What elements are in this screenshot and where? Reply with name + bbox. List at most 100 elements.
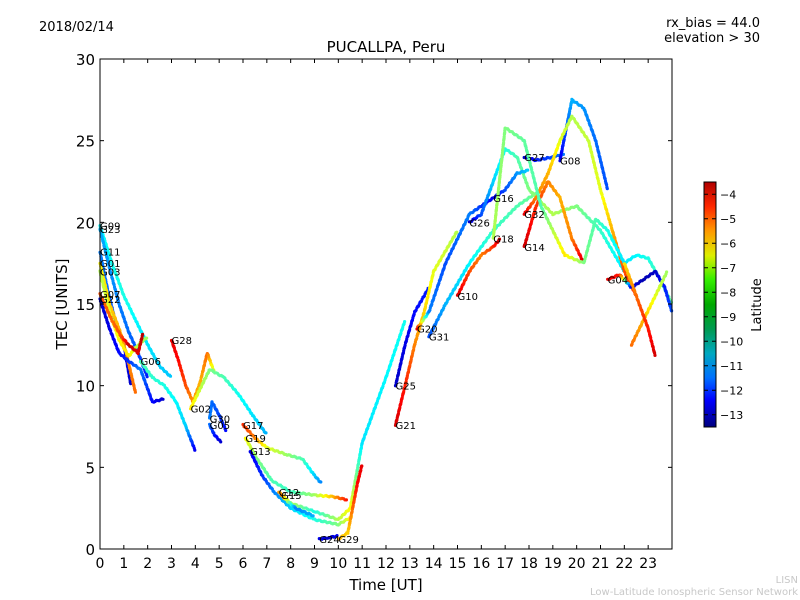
series-G24 — [317, 534, 339, 541]
x-tick-label: 13 — [401, 556, 419, 572]
series-G19 — [243, 436, 348, 502]
series-G12 — [277, 320, 407, 522]
x-tick-label: 23 — [639, 556, 657, 572]
x-tick-label: 4 — [191, 556, 200, 572]
colorbar-tick-label: −7 — [720, 262, 736, 275]
data-point — [354, 488, 358, 492]
data-point — [145, 336, 149, 340]
series-G17 — [241, 422, 323, 484]
rx-bias-label: rx_bias = 44.0 — [666, 16, 760, 31]
data-point — [360, 464, 364, 468]
x-tick-label: 1 — [119, 556, 128, 572]
y-tick-label: 0 — [85, 541, 95, 559]
data-point — [106, 302, 110, 306]
series-label: G18 — [493, 235, 513, 246]
series-label: G05 — [210, 421, 230, 432]
series-label: G04 — [608, 276, 628, 287]
series-label: G17 — [243, 421, 263, 432]
series-label: G21 — [396, 421, 416, 432]
y-tick-label: 10 — [76, 378, 95, 396]
data-point — [193, 448, 197, 452]
series-G30 — [208, 400, 228, 433]
x-tick-label: 15 — [449, 556, 467, 572]
colorbar-tick-label: −8 — [720, 286, 736, 299]
colorbar-tick-label: −4 — [720, 188, 736, 201]
data-point — [101, 241, 106, 245]
plot-series — [98, 97, 674, 541]
colorbar-tick-label: −12 — [720, 384, 743, 397]
series-label: G14 — [524, 243, 544, 254]
data-point — [128, 368, 132, 372]
series-label: G31 — [429, 333, 449, 344]
series-G05 — [208, 422, 223, 444]
series-G20 — [415, 196, 494, 331]
series-G25 — [393, 286, 430, 388]
data-point — [355, 484, 359, 488]
series-label: G29 — [338, 535, 358, 546]
x-axis-ticks: 0 1 2 3 4 5 6 7 8 9 10 11 12 13 14 15 16 17 18 19 20 21 22 23 — [96, 59, 657, 572]
data-point — [359, 446, 363, 450]
x-tick-label: 7 — [262, 556, 271, 572]
y-tick-label: 15 — [76, 296, 95, 314]
x-tick-label: 19 — [544, 556, 562, 572]
data-point — [653, 353, 657, 357]
x-tick-label: 20 — [568, 556, 586, 572]
x-tick-label: 3 — [167, 556, 176, 572]
y-axis-ticks: 0 5 10 15 20 25 30 — [76, 51, 672, 559]
series-label: G15 — [281, 491, 301, 502]
data-point — [133, 390, 137, 394]
data-point — [412, 312, 416, 316]
colorbar-tick-label: −9 — [720, 311, 736, 324]
data-point — [353, 494, 357, 498]
footer-org-full: Low-Latitude Ionospheric Sensor Network — [590, 587, 798, 598]
data-point — [311, 514, 315, 518]
data-point — [351, 504, 355, 508]
data-point — [404, 380, 408, 384]
series-label: G26 — [469, 218, 489, 229]
x-tick-label: 21 — [592, 556, 610, 572]
data-point — [356, 462, 361, 466]
series-label: G03 — [100, 267, 120, 278]
x-tick-label: 5 — [215, 556, 224, 572]
x-tick-label: 12 — [377, 556, 395, 572]
date-label: 2018/02/14 — [39, 20, 114, 35]
x-tick-label: 22 — [615, 556, 633, 572]
x-axis-label: Time [UT] — [348, 576, 422, 594]
x-tick-label: 18 — [520, 556, 538, 572]
data-point — [114, 289, 118, 293]
x-tick-label: 16 — [472, 556, 490, 572]
y-tick-label: 20 — [76, 214, 95, 232]
y-axis-label: TEC [UNITS] — [53, 259, 71, 351]
data-point — [141, 332, 145, 336]
data-point — [403, 320, 407, 324]
plot-frame — [99, 58, 673, 550]
series-G06 — [138, 360, 197, 452]
series-label: G24 — [319, 535, 339, 546]
data-point — [335, 534, 339, 538]
series-G10 — [455, 237, 502, 297]
y-tick-label: 5 — [85, 459, 95, 477]
series-label: G27 — [524, 153, 544, 164]
colorbar-tick-label: −6 — [720, 237, 736, 250]
data-point — [319, 480, 323, 484]
y-tick-label: 30 — [76, 51, 95, 69]
x-tick-label: 0 — [96, 556, 105, 572]
footer-org-short: LISN — [775, 575, 798, 586]
series-G29 — [336, 464, 364, 541]
series-label: G11 — [100, 248, 120, 259]
data-point — [197, 389, 202, 393]
x-tick-label: 8 — [286, 556, 295, 572]
x-tick-label: 2 — [143, 556, 152, 572]
series-label: G32 — [524, 210, 544, 221]
data-point — [168, 374, 173, 378]
data-point — [344, 498, 348, 502]
y-tick-label: 25 — [76, 133, 95, 151]
data-point — [219, 440, 223, 444]
series-label: G25 — [396, 382, 416, 393]
series-label: G28 — [172, 336, 192, 347]
data-point — [455, 230, 459, 234]
colorbar-label: Latitude — [750, 278, 765, 332]
x-tick-label: 17 — [496, 556, 514, 572]
data-point — [161, 397, 165, 401]
